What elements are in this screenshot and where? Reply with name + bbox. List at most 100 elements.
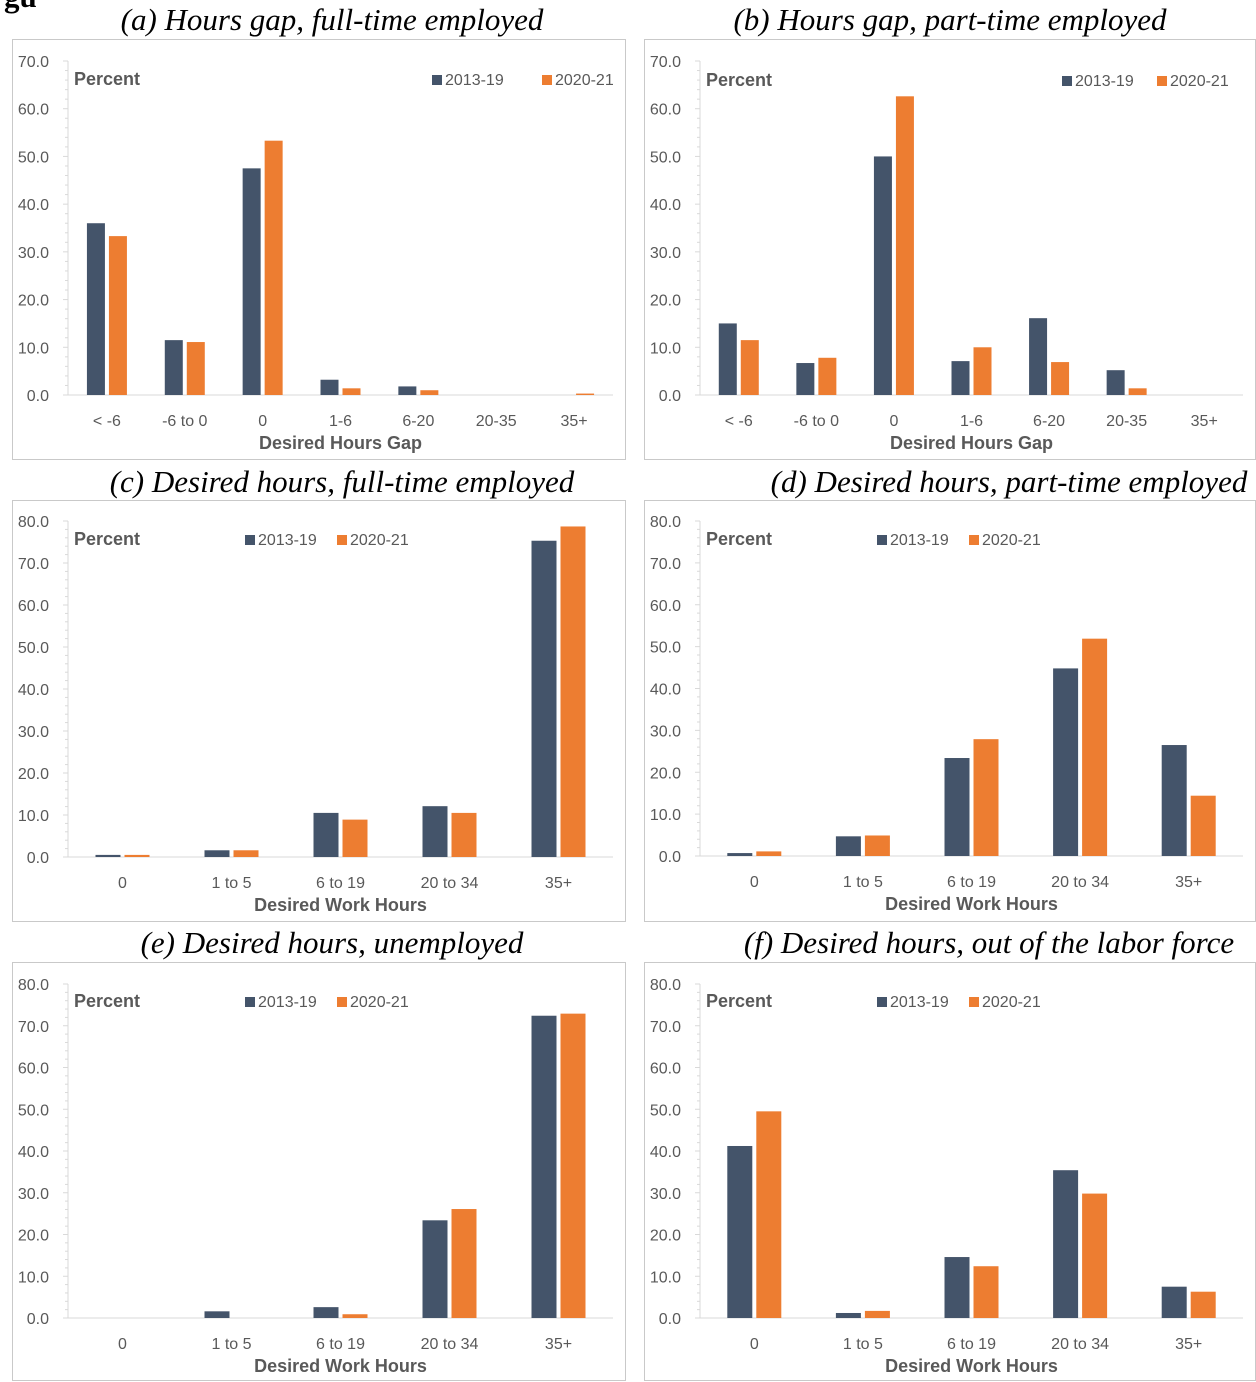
- y-tick-label: 10.0: [650, 1269, 681, 1286]
- y-axis-title: Percent: [706, 991, 772, 1011]
- bar-2020-21-1: [864, 835, 890, 856]
- x-category-label: 20 to 34: [421, 1336, 479, 1353]
- bar-2013-19-1: [796, 363, 815, 395]
- bar-chart-e: 0.0 10.0 20.0 30.0 40.0 50.0 60.0 70.0 80.0 0 1 to…: [18, 977, 613, 1376]
- legend-swatch-2020-21: [337, 997, 347, 1007]
- bar-2020-21-4: [1190, 1291, 1216, 1318]
- chart-panel-c: 0.0 10.0 20.0 30.0 40.0 50.0 60.0 70.0 80.0 0 1 to…: [12, 500, 626, 922]
- y-tick-label: 50.0: [18, 1102, 49, 1119]
- y-tick-label: 30.0: [18, 1186, 49, 1203]
- bar-2020-21-3: [1082, 638, 1108, 856]
- x-category-label: < -6: [725, 413, 753, 430]
- y-tick-label: 30.0: [18, 245, 49, 262]
- x-category-label: 0: [118, 1336, 127, 1353]
- bar-2020-21-1: [186, 342, 205, 395]
- bar-2020-21-2: [973, 739, 999, 856]
- bar-2020-21-2: [895, 96, 914, 396]
- y-tick-label: 40.0: [650, 682, 681, 699]
- y-tick-label: 20.0: [650, 765, 681, 782]
- bar-2013-19-2: [313, 1307, 339, 1318]
- x-category-label: 6-20: [1033, 413, 1065, 430]
- x-axis-title: Desired Work Hours: [885, 1356, 1058, 1376]
- bar-2013-19-2: [944, 758, 970, 856]
- legend-swatch-2020-21: [337, 535, 347, 545]
- bar-2013-19-3: [320, 379, 339, 395]
- bar-2013-19-2: [313, 812, 339, 857]
- legend-label: 2013-19: [445, 72, 504, 89]
- y-tick-label: 40.0: [18, 197, 49, 214]
- legend-label: 2013-19: [258, 994, 317, 1011]
- panel-e-caption: (e) Desired hours, unemployed: [140, 925, 524, 960]
- bar-2020-21-5: [1128, 388, 1147, 395]
- bar-2013-19-1: [204, 1311, 230, 1318]
- bar-2020-21-2: [973, 1266, 999, 1318]
- y-tick-label: 20.0: [650, 293, 681, 310]
- bar-2020-21-2: [342, 819, 368, 857]
- y-tick-label: 0.0: [659, 849, 681, 866]
- legend-swatch-2013-19: [1062, 76, 1072, 86]
- y-tick-label: 60.0: [18, 598, 49, 615]
- bar-2020-21-0: [124, 854, 150, 857]
- bar-2013-19-3: [422, 1220, 448, 1318]
- y-tick-label: 70.0: [18, 1019, 49, 1036]
- legend-label: 2020-21: [982, 994, 1041, 1011]
- bar-chart-c: 0.0 10.0 20.0 30.0 40.0 50.0 60.0 70.0 80.0 0 1 to…: [18, 514, 613, 915]
- y-tick-label: 50.0: [650, 640, 681, 657]
- bar-2013-19-2: [242, 168, 261, 395]
- panel-a-caption: (a) Hours gap, full-time employed: [120, 2, 544, 37]
- y-tick-label: 20.0: [18, 766, 49, 783]
- bar-2013-19-0: [727, 1145, 753, 1318]
- y-tick-label: 70.0: [650, 1019, 681, 1036]
- y-tick-label: 40.0: [18, 1144, 49, 1161]
- y-tick-label: 0.0: [659, 388, 681, 405]
- bar-2013-19-2: [944, 1257, 970, 1318]
- x-category-label: 1-6: [329, 413, 352, 430]
- y-axis-title: Percent: [74, 991, 140, 1011]
- y-tick-label: 80.0: [18, 514, 49, 531]
- bar-2020-21-1: [818, 357, 837, 395]
- y-tick-label: 50.0: [18, 149, 49, 166]
- bar-2013-19-4: [531, 1015, 557, 1318]
- y-tick-label: 70.0: [18, 556, 49, 573]
- bar-2013-19-4: [531, 540, 557, 857]
- bar-2013-19-3: [1053, 668, 1079, 856]
- y-tick-label: 60.0: [650, 598, 681, 615]
- x-category-label: < -6: [93, 413, 121, 430]
- legend-label: 2020-21: [350, 994, 409, 1011]
- legend-label: 2020-21: [350, 532, 409, 549]
- chart-panel-a: 0.0 10.0 20.0 30.0 40.0 50.0 60.0 70.0 < -6 -6 to…: [12, 39, 626, 460]
- y-tick-label: 70.0: [18, 54, 49, 71]
- x-category-label: 35+: [1191, 413, 1218, 430]
- bar-2020-21-3: [1082, 1193, 1108, 1318]
- bar-2020-21-4: [560, 526, 586, 857]
- bar-2013-19-0: [718, 323, 737, 395]
- chart-panel-f: 0.0 10.0 20.0 30.0 40.0 50.0 60.0 70.0 80.0 0 1 to…: [644, 962, 1256, 1381]
- x-category-label: 35+: [561, 413, 588, 430]
- y-tick-label: 0.0: [659, 1311, 681, 1328]
- y-tick-label: 10.0: [650, 807, 681, 824]
- bar-2013-19-1: [835, 836, 861, 856]
- y-tick-label: 70.0: [650, 54, 681, 71]
- x-category-label: 1 to 5: [843, 874, 883, 891]
- x-category-label: 35+: [545, 875, 572, 892]
- legend-label: 2020-21: [1170, 73, 1229, 90]
- bar-2020-21-4: [1051, 362, 1070, 395]
- bar-2013-19-1: [164, 340, 183, 395]
- x-category-label: 20-35: [1106, 413, 1147, 430]
- y-axis-title: Percent: [706, 529, 772, 549]
- legend-label: 2013-19: [890, 994, 949, 1011]
- legend-swatch-2020-21: [542, 75, 552, 85]
- bar-2013-19-4: [1161, 1286, 1187, 1318]
- x-category-label: 35+: [1175, 874, 1202, 891]
- y-tick-label: 60.0: [650, 1061, 681, 1078]
- bar-2013-19-0: [727, 853, 753, 856]
- x-category-label: 6-20: [402, 413, 434, 430]
- bar-2013-19-1: [835, 1312, 861, 1318]
- x-category-label: 35+: [1175, 1336, 1202, 1353]
- bar-2020-21-0: [740, 340, 759, 395]
- x-category-label: -6 to 0: [794, 413, 839, 430]
- bar-2020-21-3: [451, 812, 477, 857]
- bar-2020-21-1: [864, 1310, 890, 1318]
- x-category-label: 6 to 19: [316, 875, 365, 892]
- panel-b-caption: (b) Hours gap, part-time employed: [733, 2, 1167, 37]
